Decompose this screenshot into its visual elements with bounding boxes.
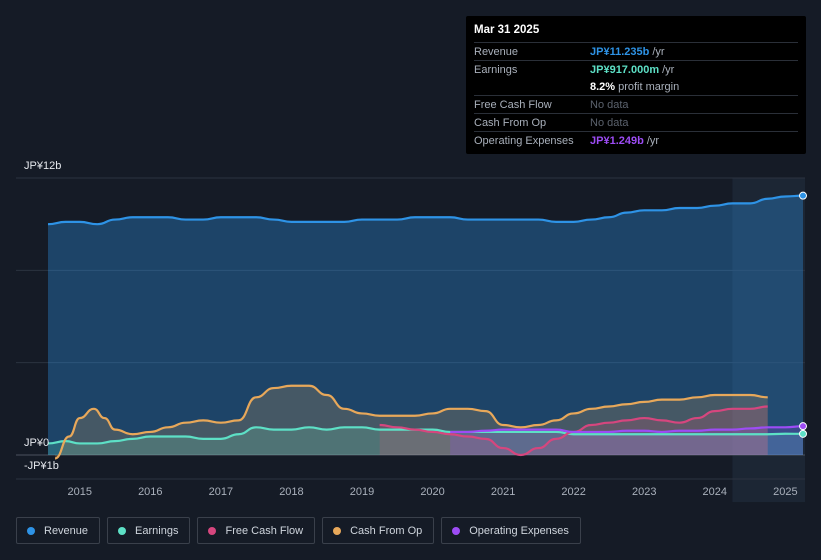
tooltip-row-revenue: Revenue JP¥11.235b /yr xyxy=(474,42,798,60)
legend-item-free-cash-flow[interactable]: Free Cash Flow xyxy=(197,517,316,544)
legend-label: Operating Expenses xyxy=(469,524,569,537)
operating-expenses-line xyxy=(450,425,804,434)
tooltip-value: 8.2% xyxy=(590,80,616,93)
tooltip-unit: /yr xyxy=(646,134,660,147)
tooltip-row-free-cash-flow: Free Cash Flow No data xyxy=(474,95,798,113)
legend-item-cash-from-op[interactable]: Cash From Op xyxy=(322,517,435,544)
tooltip-unit: /yr xyxy=(662,63,675,76)
legend-dot-icon xyxy=(208,526,217,535)
tooltip-row-operating-expenses: Operating Expenses JP¥1.249b /yr xyxy=(474,131,798,149)
legend-dot-icon xyxy=(452,526,461,535)
free-cash-flow-area xyxy=(379,406,768,455)
legend-label: Cash From Op xyxy=(350,524,423,537)
cash-from-op-area xyxy=(55,385,768,459)
cash-from-op-line xyxy=(54,384,768,460)
tooltip-value: JP¥917.000m xyxy=(590,63,660,76)
x-tick-label: 2015 xyxy=(68,486,92,498)
revenue-area xyxy=(48,195,803,455)
chart-legend: Revenue Earnings Free Cash Flow Cash Fro… xyxy=(16,517,581,544)
legend-dot-icon xyxy=(27,526,35,535)
tooltip-row-earnings: Earnings JP¥917.000m /yr xyxy=(474,60,798,78)
tooltip-label: Earnings xyxy=(474,63,518,76)
operating-expenses-end-point xyxy=(799,422,807,431)
legend-label: Revenue xyxy=(44,524,89,537)
tooltip-value: No data xyxy=(590,98,629,111)
y-tick-label: -JP¥1b xyxy=(24,460,59,472)
tooltip-unit: profit margin xyxy=(618,80,680,93)
y-tick-label: JP¥12b xyxy=(24,160,61,172)
tooltip-label: Revenue xyxy=(474,45,519,58)
forecast-region xyxy=(732,178,805,503)
legend-item-revenue[interactable]: Revenue xyxy=(16,517,101,544)
legend-dot-icon xyxy=(118,526,127,535)
legend-label: Earnings xyxy=(135,524,179,537)
x-tick-label: 2022 xyxy=(561,486,585,498)
x-tick-label: 2018 xyxy=(279,486,303,498)
tooltip-value: JP¥11.235b xyxy=(590,45,650,58)
tooltip-label: Free Cash Flow xyxy=(474,98,552,111)
earnings-area xyxy=(48,427,803,455)
legend-item-earnings[interactable]: Earnings xyxy=(107,517,191,544)
tooltip-label: Operating Expenses xyxy=(474,134,574,147)
revenue-end-point xyxy=(799,191,807,200)
tooltip-row-profit-margin: 8.2% profit margin xyxy=(474,78,798,95)
tooltip-value: JP¥1.249b xyxy=(590,134,644,147)
tooltip-date: Mar 31 2025 xyxy=(474,24,540,36)
revenue-line xyxy=(47,194,804,226)
x-tick-label: 2025 xyxy=(773,486,797,498)
tooltip-row-cash-from-op: Cash From Op No data xyxy=(474,113,798,131)
x-tick-label: 2020 xyxy=(420,486,444,498)
x-tick-label: 2017 xyxy=(209,486,233,498)
legend-dot-icon xyxy=(333,526,342,535)
x-tick-label: 2016 xyxy=(138,486,162,498)
x-tick-label: 2021 xyxy=(491,486,515,498)
earnings-line xyxy=(47,426,804,445)
x-tick-label: 2023 xyxy=(632,486,656,498)
y-tick-label: JP¥0 xyxy=(24,437,49,449)
earnings-end-point xyxy=(799,429,807,438)
legend-item-operating-expenses[interactable]: Operating Expenses xyxy=(441,517,581,544)
x-tick-label: 2019 xyxy=(350,486,374,498)
legend-label: Free Cash Flow xyxy=(225,524,304,537)
data-tooltip: Mar 31 2025 Revenue JP¥11.235b /yr Earni… xyxy=(466,16,806,154)
tooltip-value: No data xyxy=(590,116,629,129)
tooltip-unit: /yr xyxy=(652,45,665,58)
tooltip-label: Cash From Op xyxy=(474,116,547,129)
x-tick-label: 2024 xyxy=(703,486,727,498)
